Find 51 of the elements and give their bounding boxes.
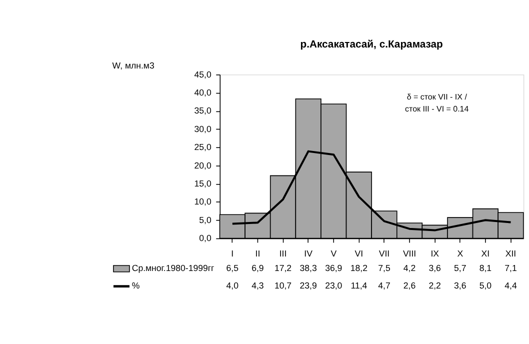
y-tick-label: 30,0 bbox=[194, 124, 212, 134]
chart-title: р.Аксакатасай, с.Карамазар bbox=[300, 39, 443, 50]
data-label: 3,6 bbox=[454, 280, 466, 291]
data-label: 7,5 bbox=[378, 263, 390, 274]
data-label: 6,9 bbox=[252, 263, 264, 274]
data-label: 5,7 bbox=[454, 263, 466, 274]
y-tick-label: 35,0 bbox=[194, 106, 212, 116]
data-label: 4,0 bbox=[226, 280, 239, 291]
x-tick-label: III bbox=[279, 248, 287, 258]
y-tick-label: 5,0 bbox=[199, 214, 212, 225]
data-label: 38,3 bbox=[300, 263, 317, 274]
x-tick-label: I bbox=[231, 248, 234, 258]
x-tick-label: IX bbox=[430, 248, 440, 258]
x-tick-label: VII bbox=[378, 248, 390, 258]
data-label: 7,1 bbox=[504, 263, 517, 274]
data-label: 4,4 bbox=[504, 280, 517, 291]
data-label: 18,2 bbox=[350, 263, 368, 274]
data-label: 2,6 bbox=[403, 280, 416, 291]
data-label: 8,1 bbox=[479, 263, 492, 274]
data-label: 4,3 bbox=[252, 280, 264, 291]
y-tick-label: 20,0 bbox=[194, 160, 212, 170]
data-label: 4,7 bbox=[378, 280, 390, 291]
y-tick-label: 15,0 bbox=[194, 178, 212, 189]
x-tick-label: XII bbox=[505, 248, 516, 258]
x-tick-label: VIII bbox=[402, 248, 416, 258]
y-tick-label: 25,0 bbox=[194, 142, 212, 152]
x-tick-label: IV bbox=[304, 248, 313, 258]
data-label: 4,2 bbox=[403, 263, 416, 274]
data-label: 5,0 bbox=[479, 280, 492, 291]
data-label: 11,4 bbox=[350, 280, 368, 291]
data-label: 6,5 bbox=[226, 263, 239, 274]
y-tick-label: 45,0 bbox=[194, 69, 212, 80]
data-label: 17,2 bbox=[274, 263, 292, 274]
data-label: 10,7 bbox=[274, 280, 292, 291]
legend-label: Ср.мног.1980-1999гг bbox=[132, 263, 214, 274]
x-tick-label: X bbox=[457, 248, 464, 258]
y-tick-label: 10,0 bbox=[194, 196, 212, 207]
x-tick-label: XI bbox=[481, 248, 490, 258]
x-tick-label: II bbox=[255, 248, 260, 258]
y-axis-title: W, млн.м3 bbox=[112, 60, 154, 71]
annotation: δ = сток VII - IX / сток III - VI = 0.14 bbox=[405, 92, 470, 114]
data-label: 23,0 bbox=[325, 280, 342, 291]
data-label: 36,9 bbox=[325, 263, 342, 274]
y-tick-label: 0,0 bbox=[199, 233, 212, 244]
data-label: 2,2 bbox=[428, 280, 442, 291]
x-tick-label: V bbox=[330, 248, 337, 258]
y-tick-label: 40,0 bbox=[194, 88, 212, 98]
data-label: 23,9 bbox=[300, 280, 317, 291]
data-label: 3,6 bbox=[428, 263, 442, 274]
x-tick-label: VI bbox=[354, 248, 364, 258]
legend-label: % bbox=[132, 280, 140, 291]
